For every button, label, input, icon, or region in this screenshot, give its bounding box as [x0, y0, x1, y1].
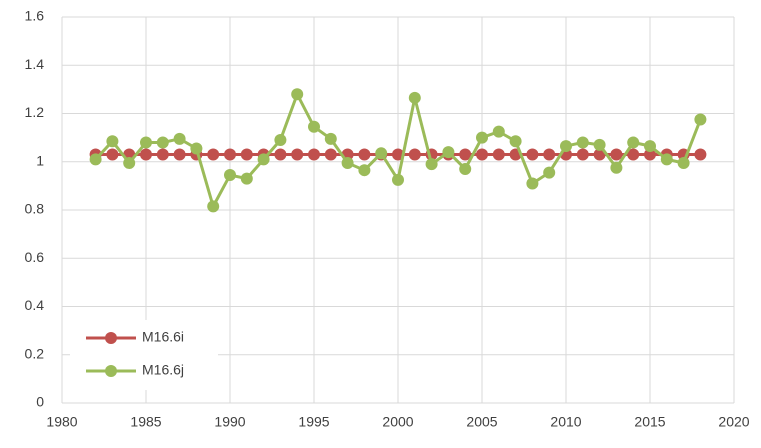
- data-point: [627, 148, 640, 161]
- data-point: [610, 161, 623, 174]
- data-point: [106, 148, 119, 161]
- data-point: [492, 148, 505, 161]
- data-point: [291, 148, 304, 161]
- data-point: [274, 148, 287, 161]
- data-point: [156, 136, 169, 149]
- data-point: [593, 138, 606, 151]
- data-point: [324, 148, 337, 161]
- x-tick-label: 2010: [550, 414, 581, 430]
- data-point: [240, 148, 253, 161]
- legend-box: [70, 320, 218, 390]
- data-point: [509, 135, 522, 148]
- legend-label: M16.6j: [142, 362, 184, 378]
- data-point: [694, 148, 707, 161]
- data-point: [156, 148, 169, 161]
- data-point: [408, 91, 421, 104]
- y-tick-label: 0.8: [25, 201, 45, 217]
- data-point: [526, 177, 539, 190]
- x-tick-label: 2020: [718, 414, 749, 430]
- data-point: [190, 142, 203, 155]
- data-point: [526, 148, 539, 161]
- data-point: [358, 164, 371, 177]
- data-point: [492, 125, 505, 138]
- data-point: [274, 134, 287, 147]
- data-point: [308, 120, 320, 133]
- data-point: [694, 113, 707, 126]
- data-point: [459, 162, 472, 175]
- data-point: [341, 156, 354, 169]
- x-tick-label: 2000: [382, 414, 413, 430]
- x-tick-label: 1980: [46, 414, 77, 430]
- data-point: [576, 136, 589, 149]
- y-tick-label: 1.6: [25, 8, 45, 24]
- data-point: [442, 146, 455, 159]
- data-point: [593, 148, 606, 161]
- x-tick-label: 2005: [466, 414, 497, 430]
- y-tick-label: 0.2: [25, 345, 45, 361]
- data-point: [677, 156, 690, 169]
- data-point: [560, 140, 572, 153]
- y-tick-label: 0: [36, 394, 44, 410]
- data-point: [173, 148, 186, 161]
- data-point: [308, 148, 320, 161]
- x-tick-label: 1985: [130, 414, 161, 430]
- data-point: [106, 135, 119, 148]
- data-point: [140, 148, 152, 161]
- data-point: [173, 132, 186, 145]
- data-point: [627, 136, 640, 149]
- legend-marker: [105, 332, 117, 344]
- y-tick-label: 1.4: [25, 56, 45, 72]
- x-tick-label: 1990: [214, 414, 245, 430]
- data-point: [644, 148, 656, 161]
- y-tick-label: 1: [36, 152, 44, 168]
- data-point: [291, 88, 304, 101]
- data-point: [476, 131, 488, 144]
- data-point: [140, 136, 152, 149]
- data-point: [392, 173, 404, 186]
- data-point: [375, 147, 388, 160]
- data-point: [543, 148, 556, 161]
- data-point: [459, 148, 472, 161]
- data-point: [476, 148, 488, 161]
- data-point: [207, 200, 220, 213]
- legend-marker: [105, 365, 117, 377]
- data-point: [392, 148, 404, 161]
- data-point: [543, 166, 556, 179]
- data-point: [324, 132, 337, 145]
- y-tick-label: 0.6: [25, 249, 45, 265]
- data-point: [207, 148, 220, 161]
- data-point: [660, 153, 673, 166]
- data-point: [610, 148, 623, 161]
- data-point: [358, 148, 371, 161]
- y-tick-label: 1.2: [25, 104, 45, 120]
- x-tick-label: 1995: [298, 414, 329, 430]
- data-point: [576, 148, 589, 161]
- data-point: [408, 148, 421, 161]
- y-tick-label: 0.4: [25, 297, 45, 313]
- data-point: [644, 140, 656, 153]
- data-point: [240, 172, 253, 185]
- legend-label: M16.6i: [142, 329, 184, 345]
- data-point: [224, 169, 236, 182]
- data-point: [257, 153, 270, 166]
- x-tick-label: 2015: [634, 414, 665, 430]
- data-point: [224, 148, 236, 161]
- data-point: [425, 158, 438, 171]
- data-point: [123, 156, 136, 169]
- data-point: [89, 153, 102, 166]
